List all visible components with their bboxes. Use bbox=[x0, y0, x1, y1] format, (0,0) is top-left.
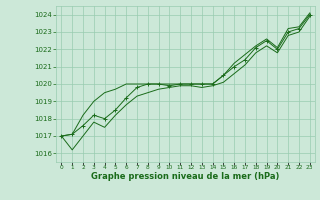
X-axis label: Graphe pression niveau de la mer (hPa): Graphe pression niveau de la mer (hPa) bbox=[92, 172, 280, 181]
